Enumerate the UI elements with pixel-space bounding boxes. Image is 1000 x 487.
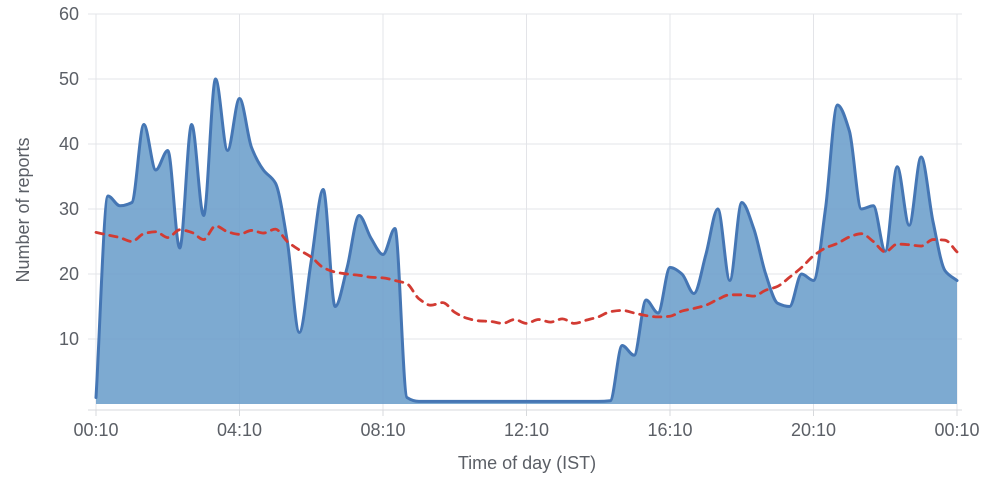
x-tick-label: 08:10 (360, 420, 405, 440)
y-tick-label: 50 (59, 69, 79, 89)
y-tick-label: 40 (59, 134, 79, 154)
y-axis-title: Number of reports (13, 137, 33, 282)
x-tick-label: 16:10 (647, 420, 692, 440)
y-tick-label: 20 (59, 264, 79, 284)
trend-dashed-line (94, 224, 959, 325)
chart-series (94, 77, 959, 404)
axis-lines (88, 409, 962, 416)
y-tick-label: 10 (59, 329, 79, 349)
reports-area-fill (96, 79, 957, 404)
x-tick-label: 12:10 (504, 420, 549, 440)
x-tick-label: 20:10 (791, 420, 836, 440)
y-tick-label: 60 (59, 4, 79, 24)
y-tick-label: 30 (59, 199, 79, 219)
x-axis-title: Time of day (IST) (458, 453, 596, 473)
x-tick-label: 00:10 (73, 420, 118, 440)
x-tick-label: 04:10 (217, 420, 262, 440)
axis-tick-labels: 10 20 30 40 50 60 00:10 04:10 08:10 12:10 16:10 20:… (59, 4, 980, 440)
x-tick-label: 00:10 (934, 420, 979, 440)
reports-line (94, 77, 959, 403)
